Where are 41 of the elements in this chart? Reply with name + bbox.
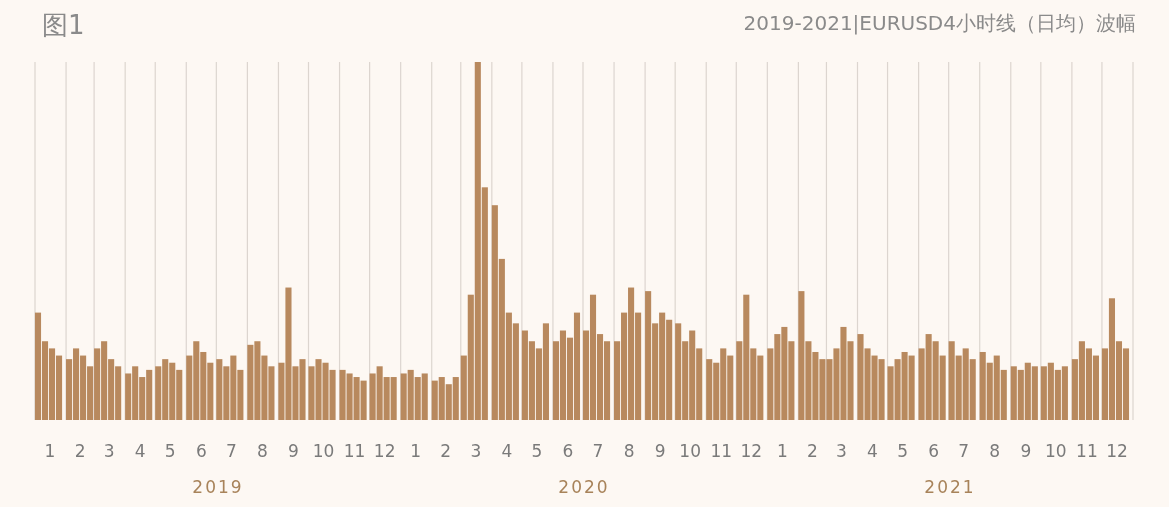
x-tick-label: 8 [989,441,1001,461]
x-tick-label: 4 [867,441,878,461]
x-tick-label: 10 [679,441,702,461]
x-tick-label: 3 [836,441,847,461]
x-tick-label: 5 [531,441,543,461]
x-tick-label: 7 [958,441,970,461]
x-tick-label: 12 [373,441,396,461]
x-tick-label: 11 [710,441,733,461]
x-tick-label: 11 [1076,441,1098,461]
x-tick-label: 2 [440,441,452,461]
x-tick-label: 5 [164,441,176,461]
text: 2021 [924,477,976,497]
x-tick-label: 9 [288,441,299,461]
chart-title: 图1 [42,10,85,40]
x-tick-label: 9 [654,441,666,461]
text: 2020 [558,477,610,497]
x-tick-label: 10 [312,441,335,461]
x-tick-label: 7 [225,441,237,461]
x-tick-label: 1 [44,441,56,461]
x-tick-label: 12 [740,441,763,461]
x-tick-label: 10 [1045,441,1067,461]
chart-subtitle: 2019-2021|EURUSD4小时线（日均）波幅 [743,11,1136,35]
x-tick-label: 5 [897,441,908,461]
x-tick-label: 12 [1106,441,1128,461]
x-tick-label: 4 [134,441,146,461]
x-tick-label: 4 [501,441,513,461]
x-tick-label: 6 [928,441,940,461]
x-tick-label: 11 [343,441,366,461]
x-tick-label: 8 [257,441,268,461]
x-tick-label: 1 [410,441,422,461]
x-tick-label: 1 [776,441,788,461]
x-tick-label: 6 [195,441,207,461]
x-tick-label: 7 [592,441,604,461]
x-tick-label: 2 [807,441,818,461]
x-tick-label: 9 [1020,441,1032,461]
x-tick-label: 6 [562,441,574,461]
x-tick-label: 2 [74,441,86,461]
x-tick-label: 3 [470,441,482,461]
x-tick-label: 8 [623,441,635,461]
x-tick-label: 3 [103,441,115,461]
text: 2019 [192,477,244,497]
